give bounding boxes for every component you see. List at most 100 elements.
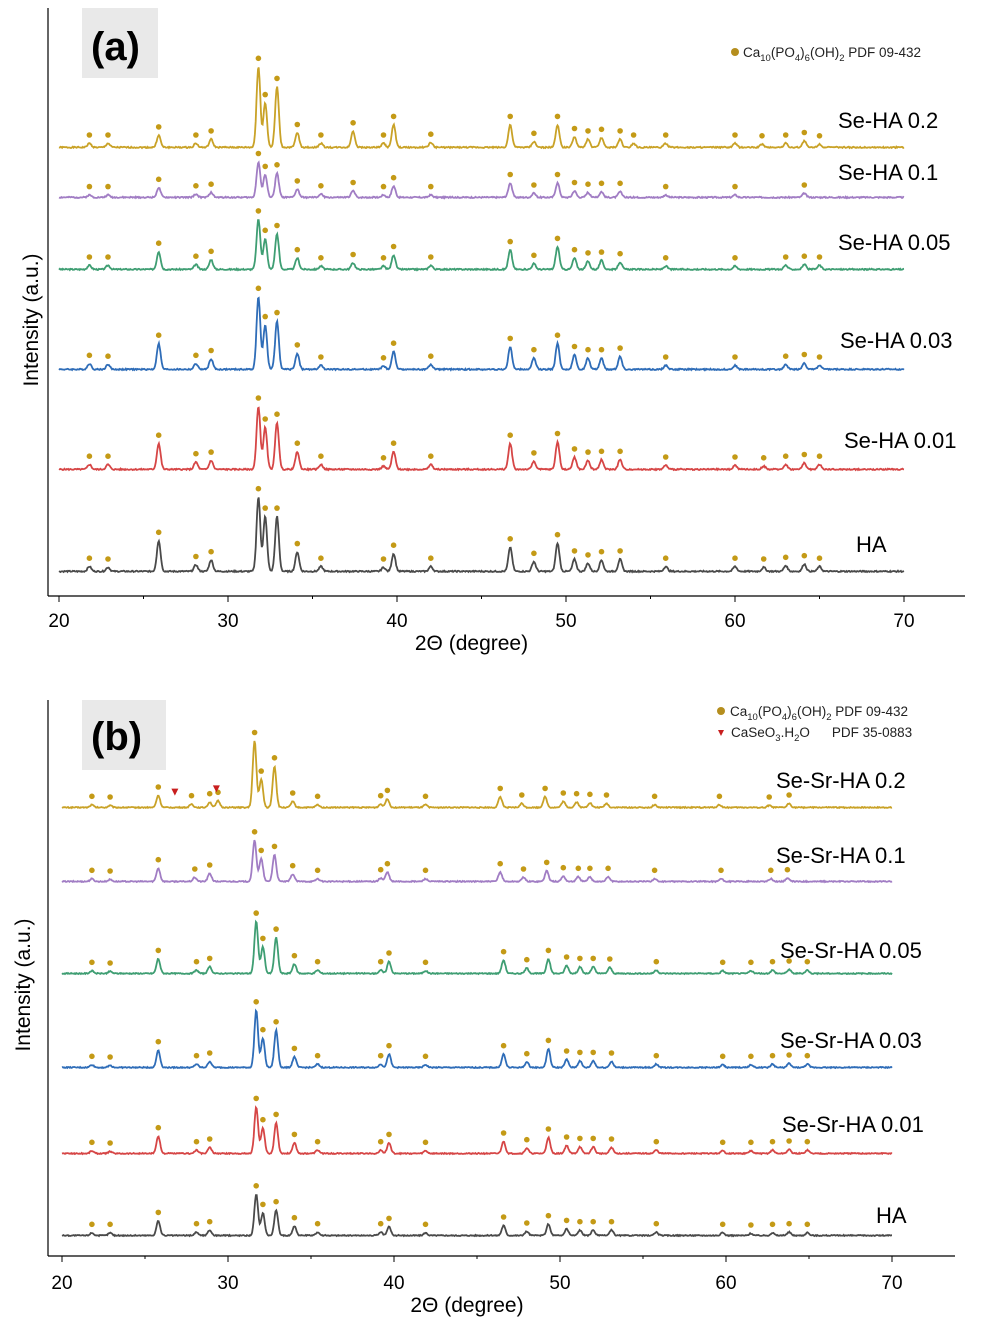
peak-marker-a-1-13: [428, 183, 434, 190]
peak-marker-a-5-24: [801, 552, 808, 559]
peak-marker-b-4-17: [577, 1135, 583, 1142]
peak-marker-a-0-22: [662, 132, 669, 138]
peak-marker-b-5-12: [422, 1221, 429, 1228]
peak-marker-b-4-20: [653, 1138, 660, 1145]
peak-marker-b-5-17: [577, 1218, 583, 1225]
peak-marker-a-4-22: [760, 455, 767, 461]
peak-marker-a-5-0: [86, 555, 93, 561]
peak-marker-a-1-16: [554, 171, 561, 178]
peak-marker-a-1-11: [380, 183, 387, 190]
peak-marker-b-1-6: [258, 847, 265, 854]
peak-marker-a-2-23: [782, 254, 789, 260]
series-a-0: Se-HA 0.2: [58, 55, 938, 150]
peak-marker-a-3-18: [598, 346, 605, 353]
peak-marker-a-0-27: [816, 133, 823, 139]
panel-label-bg-a: [82, 8, 158, 78]
peak-marker-a-3-13: [507, 335, 513, 342]
peak-marker-a-1-3: [193, 183, 199, 189]
peak-marker-a-2-7: [274, 222, 280, 229]
axes-a: 20 30 40 50 60 70: [47, 8, 965, 632]
peak-marker-a-5-16: [571, 548, 578, 554]
peak-marker-a-3-7: [274, 309, 280, 316]
peak-marker-b-3-11: [386, 1042, 392, 1049]
peak-marker-b-0-6: [251, 729, 258, 736]
series-b-2: Se-Sr-HA 0.05: [61, 910, 922, 976]
peak-marker-b-1-22: [768, 867, 774, 874]
peak-marker-b-3-16: [563, 1048, 570, 1054]
peak-marker-b-2-10: [377, 958, 384, 965]
series-line-a-5: [58, 497, 905, 574]
peak-marker-b-4-0: [89, 1139, 95, 1146]
peak-marker-b-3-7: [273, 1019, 279, 1025]
peak-marker-a-4-21: [732, 454, 738, 460]
peak-marker-b-3-14: [524, 1050, 530, 1057]
caseo3-marker-0: [171, 788, 179, 796]
peak-marker-a-0-2: [155, 124, 162, 130]
peak-marker-a-0-17: [571, 125, 578, 132]
y-axis-title-a: Intensity (a.u.): [20, 253, 43, 386]
peak-marker-b-1-2: [155, 856, 162, 863]
peak-marker-a-3-23: [801, 351, 808, 358]
peak-marker-b-0-17: [560, 790, 567, 796]
peak-marker-a-0-8: [294, 121, 301, 128]
peak-marker-a-3-8: [294, 342, 301, 348]
peak-marker-b-3-12: [422, 1053, 429, 1060]
peak-marker-b-5-4: [206, 1218, 213, 1225]
peak-marker-b-4-3: [193, 1138, 200, 1145]
peak-marker-b-3-6: [260, 1026, 266, 1033]
peak-marker-a-0-7: [274, 75, 280, 82]
x-axis-title-a: 2Θ (degree): [415, 632, 528, 655]
peak-marker-a-2-12: [390, 243, 397, 250]
peak-marker-a-0-14: [507, 113, 513, 120]
peak-marker-a-2-4: [208, 248, 214, 255]
peak-marker-a-4-9: [318, 453, 324, 460]
peak-marker-b-3-15: [545, 1037, 552, 1044]
peak-marker-b-3-21: [719, 1053, 726, 1060]
panel-label-b: (b): [91, 715, 142, 759]
x-tick-label-b-1: 30: [217, 1273, 238, 1294]
peak-marker-a-0-9: [318, 132, 324, 138]
series-b-4: Se-Sr-HA 0.01: [61, 1095, 924, 1156]
peak-marker-a-4-13: [507, 432, 513, 439]
peak-marker-a-3-11: [390, 340, 397, 347]
peak-marker-b-0-21: [651, 793, 658, 800]
peak-marker-b-2-18: [590, 955, 596, 962]
peak-marker-a-5-21: [732, 555, 738, 561]
x-tick-label-a-0: 20: [48, 611, 69, 632]
peak-marker-a-1-12: [390, 174, 397, 181]
peak-marker-b-5-15: [545, 1212, 552, 1219]
peak-marker-b-5-21: [719, 1221, 726, 1228]
legend-a-hap-marker: [731, 48, 739, 56]
peak-marker-a-2-22: [732, 254, 738, 261]
series-label-b-1: Se-Sr-HA 0.1: [776, 843, 906, 868]
x-tick-label-b-2: 40: [383, 1273, 404, 1294]
peak-marker-a-0-19: [598, 126, 605, 133]
peak-marker-a-3-5: [255, 285, 262, 292]
peak-marker-a-5-2: [155, 529, 162, 536]
peak-marker-b-0-16: [542, 785, 548, 792]
peak-marker-a-2-1: [105, 254, 111, 260]
series-label-a-2: Se-HA 0.05: [838, 230, 951, 255]
peak-marker-b-4-24: [786, 1138, 792, 1144]
series-line-b-0: [61, 740, 893, 810]
peak-marker-b-5-14: [524, 1220, 530, 1226]
peak-marker-a-2-24: [801, 253, 808, 259]
peak-marker-a-1-4: [208, 181, 214, 187]
peak-marker-a-5-15: [554, 531, 561, 538]
peak-marker-b-2-25: [804, 958, 811, 965]
series-line-a-3: [58, 296, 905, 372]
peak-marker-b-4-21: [719, 1139, 726, 1146]
peak-marker-a-3-4: [208, 347, 214, 354]
peak-marker-b-2-15: [545, 947, 552, 954]
chart-b-svg: (b) Ca10(PO4)6(OH)2 PDF 09-432 CaSeO3.H2…: [12, 700, 955, 1317]
peak-marker-b-1-12: [422, 867, 429, 874]
x-tick-label-a-3: 50: [555, 611, 576, 632]
peak-marker-b-0-19: [587, 791, 593, 798]
peak-marker-a-4-7: [274, 411, 280, 418]
peak-marker-b-4-2: [155, 1124, 162, 1131]
peak-marker-b-2-19: [607, 956, 613, 962]
peak-marker-b-1-16: [560, 864, 567, 871]
peak-marker-a-4-6: [262, 416, 269, 422]
peak-marker-a-3-9: [318, 354, 324, 360]
series-label-b-3: Se-Sr-HA 0.03: [780, 1028, 922, 1053]
